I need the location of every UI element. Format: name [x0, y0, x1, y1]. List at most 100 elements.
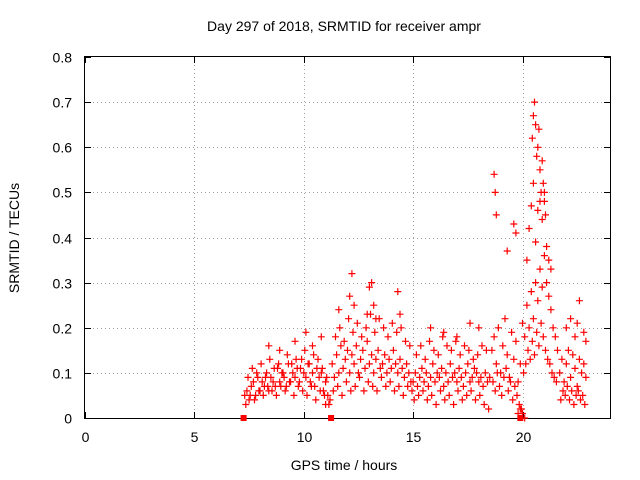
data-point: [280, 373, 288, 381]
data-point: [446, 360, 454, 368]
data-point: [438, 364, 446, 372]
data-point: [420, 378, 428, 386]
data-point: [513, 391, 521, 399]
data-point: [426, 337, 433, 345]
data-point: [492, 360, 500, 368]
data-point: [322, 378, 330, 386]
data-point: [543, 279, 551, 287]
data-point: [419, 387, 427, 395]
data-point: [387, 364, 395, 372]
data-point: [428, 391, 436, 399]
data-point: [571, 333, 579, 341]
data-point: [431, 378, 439, 386]
data-point: [265, 342, 273, 350]
data-point: [499, 342, 507, 350]
data-point: [525, 324, 533, 332]
data-point: [558, 355, 566, 363]
data-point: [580, 360, 588, 368]
data-point: [443, 342, 451, 350]
grid-lines: [85, 57, 610, 418]
data-point: [535, 342, 543, 350]
data-point: [563, 382, 571, 390]
axis-ticks: [85, 57, 610, 419]
data-point: [463, 391, 471, 399]
x-tick-label: 5: [191, 429, 199, 445]
data-point: [441, 396, 449, 404]
data-point: [394, 369, 402, 377]
data-point: [330, 373, 338, 381]
data-point: [509, 396, 517, 404]
data-point: [529, 112, 537, 120]
data-point: [539, 179, 547, 187]
data-point: [528, 134, 536, 142]
data-point: [393, 328, 401, 336]
data-point: [519, 319, 526, 327]
data-point: [370, 369, 378, 377]
data-point: [450, 401, 458, 408]
data-point: [414, 382, 421, 390]
data-point: [572, 391, 580, 399]
data-point: [243, 387, 251, 395]
data-point: [334, 382, 342, 390]
data-point: [522, 360, 530, 368]
data-point: [255, 387, 263, 395]
data-point: [244, 373, 252, 381]
data-point: [566, 396, 573, 404]
y-tick-label: 0.8: [53, 50, 73, 66]
data-point: [290, 391, 298, 399]
data-point: [346, 292, 354, 300]
data-point: [402, 337, 409, 345]
data-point: [461, 342, 468, 350]
data-point: [573, 319, 581, 327]
x-tick-label: 15: [406, 429, 422, 445]
data-point: [415, 391, 423, 399]
data-point: [473, 369, 481, 377]
data-point: [404, 382, 412, 390]
data-point: [578, 369, 586, 377]
data-point: [329, 387, 337, 395]
data-point: [433, 369, 441, 377]
data-point: [490, 170, 498, 178]
data-point: [536, 166, 544, 174]
data-point: [306, 378, 314, 386]
data-point: [540, 197, 548, 205]
data-point: [454, 387, 462, 395]
data-point: [374, 346, 382, 354]
data-point: [570, 401, 578, 408]
data-point: [369, 382, 377, 390]
data-point: [507, 378, 514, 386]
data-point: [523, 301, 531, 309]
data-point: [272, 391, 280, 399]
data-point: [474, 351, 482, 359]
data-point: [445, 391, 453, 399]
data-point: [372, 315, 380, 323]
data-point: [301, 346, 309, 354]
data-point: [508, 328, 516, 336]
data-point: [452, 337, 460, 345]
data-point: [457, 373, 465, 381]
data-point: [512, 337, 520, 345]
data-point: [372, 355, 380, 363]
data-point: [289, 369, 297, 377]
data-point: [552, 378, 560, 386]
data-point: [279, 369, 287, 377]
data-point: [490, 333, 498, 341]
data-point: [478, 342, 486, 350]
data-point: [574, 387, 582, 395]
data-point: [528, 337, 536, 345]
data-point: [302, 328, 310, 336]
plot-frame: [84, 56, 611, 419]
data-point: [523, 256, 531, 264]
data-point: [455, 364, 463, 372]
data-point: [294, 382, 302, 390]
data-point: [526, 355, 534, 363]
data-point: [376, 364, 384, 372]
data-point: [492, 211, 500, 219]
data-point: [309, 342, 316, 350]
data-point: [247, 382, 255, 390]
data-point: [291, 337, 299, 345]
data-point: [382, 382, 390, 390]
data-point: [281, 387, 289, 395]
data-point: [380, 324, 388, 332]
data-point: [412, 351, 420, 359]
